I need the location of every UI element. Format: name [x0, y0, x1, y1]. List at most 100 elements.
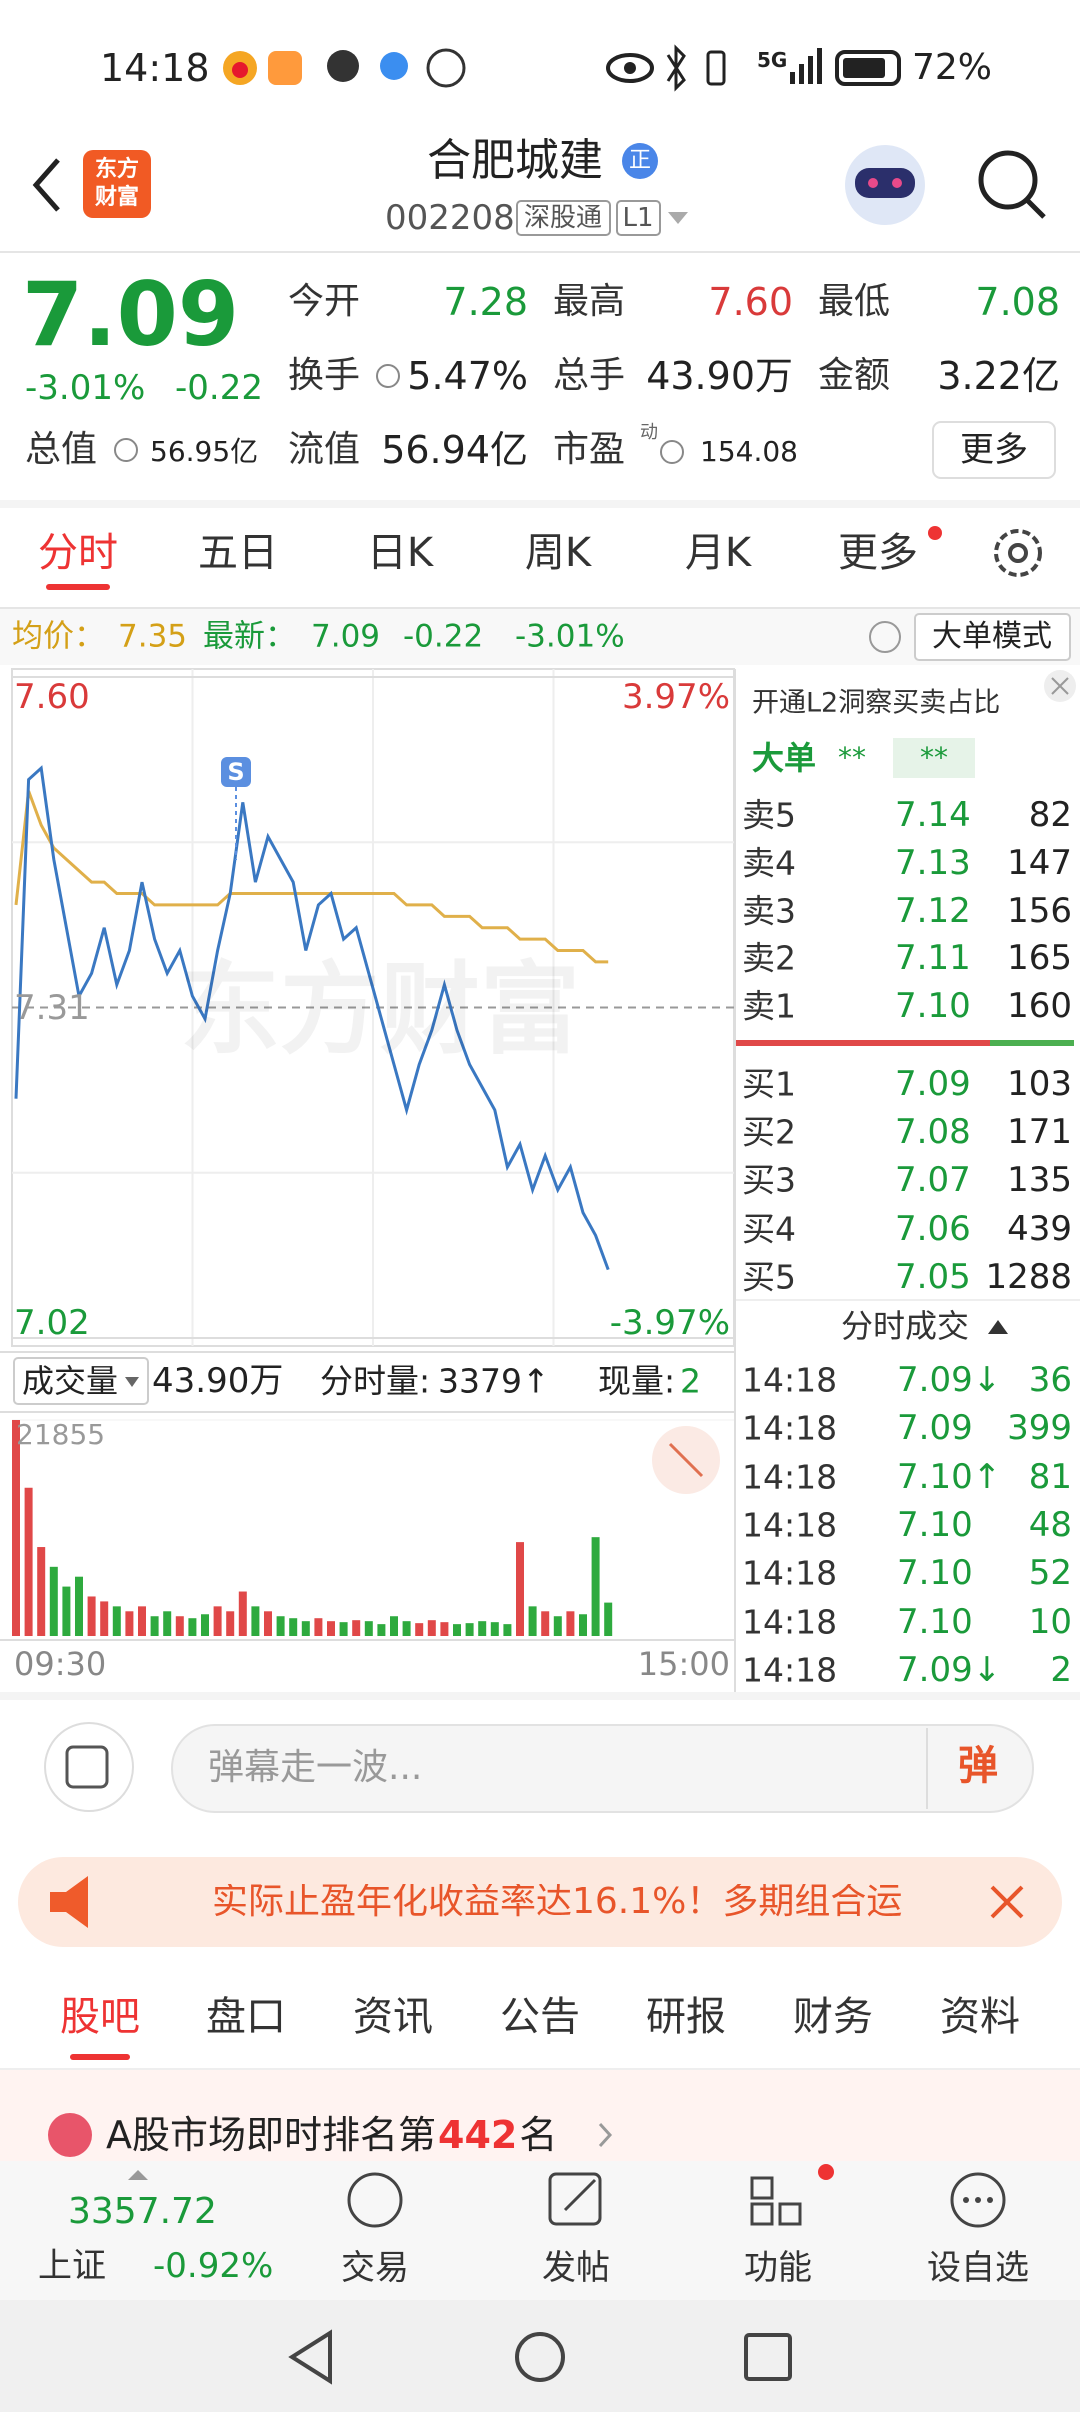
volume-bar	[251, 1606, 260, 1636]
tab-underline	[70, 2054, 130, 2060]
mode-button[interactable]: 大单模式	[932, 619, 1052, 654]
volume-bar	[24, 1487, 33, 1636]
trade-volume: 399	[1007, 1408, 1072, 1449]
tab[interactable]: 五日	[198, 530, 278, 576]
robot-icon[interactable]	[845, 145, 925, 225]
change: -0.22	[403, 618, 484, 655]
trade-time: 14:18	[742, 1602, 838, 1641]
ranking-icon	[48, 2113, 92, 2157]
section-tab[interactable]: 资讯	[353, 1994, 433, 2040]
settings-icon[interactable]	[994, 529, 1042, 577]
ranking-text[interactable]: A股市场即时排名第	[106, 2113, 436, 2157]
y-tick-label: 21855	[16, 1418, 106, 1451]
field-label: 今开	[288, 281, 361, 322]
banner-bg[interactable]	[18, 1857, 1062, 1947]
banner-text[interactable]: 实际止盈年化收益率达16.1%！多期组合运	[212, 1884, 903, 1920]
change-pct: -3.01%	[25, 368, 146, 408]
mode-button-bg[interactable]	[914, 613, 1071, 661]
info-icon[interactable]	[376, 364, 400, 388]
section-tab[interactable]: 盘口	[206, 1994, 286, 2040]
section-tab[interactable]: 股吧	[60, 1994, 140, 2040]
book-volume: 171	[1007, 1112, 1072, 1153]
change: -0.22	[175, 368, 263, 408]
logo-bg	[83, 150, 151, 218]
nav-item[interactable]: 发帖	[542, 2248, 610, 2288]
book-price: 7.13	[895, 842, 971, 883]
last: 7.09	[311, 618, 381, 655]
ranking-number: 442	[438, 2113, 518, 2157]
section-tab[interactable]: 研报	[646, 1994, 726, 2040]
comment-input[interactable]	[171, 1724, 1034, 1813]
dropdown-icon[interactable]	[125, 1377, 139, 1387]
book-price: 7.11	[895, 938, 971, 979]
network: 5G	[757, 48, 788, 72]
stock-name: 合肥城建	[427, 135, 603, 186]
post-icon[interactable]	[548, 2172, 602, 2226]
tab[interactable]: 月K	[684, 530, 752, 576]
chevron[interactable]	[598, 2122, 613, 2148]
volume-bar	[427, 1620, 436, 1636]
volume-bar	[112, 1606, 121, 1636]
section-tab[interactable]: 财务	[793, 1994, 873, 2040]
trade-time: 14:18	[742, 1650, 838, 1690]
comment-icon[interactable]	[44, 1722, 134, 1812]
sort-icon[interactable]	[988, 1320, 1008, 1334]
tab-underline	[46, 584, 110, 590]
banner-close[interactable]	[990, 1885, 1024, 1919]
book-label: 卖1	[742, 986, 796, 1026]
tab[interactable]: 更多	[838, 530, 918, 576]
help-icon[interactable]	[869, 621, 901, 653]
book-price: 7.09	[895, 1064, 971, 1104]
nav-back[interactable]	[288, 2329, 332, 2385]
book-label: 卖2	[742, 938, 796, 978]
volume-bar	[453, 1624, 461, 1636]
feature-icon[interactable]	[750, 2164, 834, 2226]
tab[interactable]: 日K	[366, 530, 434, 576]
volume-bar	[62, 1586, 71, 1636]
comment-placeholder[interactable]: 弹幕走一波...	[208, 1747, 423, 1788]
book-label: 买1	[742, 1064, 796, 1104]
battery: 72%	[912, 47, 993, 88]
expand-icon[interactable]	[652, 1426, 720, 1494]
promo[interactable]: 开通L2洞察买卖占比	[752, 687, 1001, 719]
volume-bar	[503, 1624, 512, 1636]
danmaku-button[interactable]: 弹	[958, 1743, 998, 1789]
y-tick-label: 7.60	[14, 677, 90, 717]
field-label: 总手	[553, 355, 626, 396]
volume-bar	[591, 1537, 600, 1636]
back-icon[interactable]	[32, 158, 60, 212]
nav-home[interactable]	[515, 2332, 565, 2382]
more-button[interactable]: 更多	[960, 430, 1028, 470]
volume-bar	[579, 1614, 587, 1636]
trade-price: 7.10	[897, 1553, 973, 1594]
trade-icon[interactable]	[347, 2172, 403, 2228]
status-icons	[223, 44, 901, 92]
volume-bar	[390, 1616, 398, 1636]
volume-selector[interactable]: 成交量	[22, 1362, 119, 1400]
trade-volume: 48	[1028, 1504, 1072, 1545]
nav-item[interactable]: 设自选	[927, 2248, 1029, 2288]
volume-bar	[226, 1611, 235, 1636]
field-value: 7.08	[975, 280, 1060, 324]
watchlist-icon[interactable]	[950, 2172, 1006, 2228]
tab[interactable]: 周K	[524, 530, 592, 576]
volume-bar	[188, 1618, 197, 1636]
nav-item[interactable]: 功能	[744, 2248, 812, 2288]
selector-box[interactable]	[13, 1357, 149, 1405]
dropdown-icon[interactable]	[668, 212, 688, 224]
info-icon[interactable]	[660, 440, 684, 464]
search-icon[interactable]	[978, 150, 1046, 219]
tag: L1	[622, 203, 654, 233]
section-tab[interactable]: 资料	[940, 1994, 1020, 2040]
system-nav-bg	[0, 2300, 1080, 2412]
tab[interactable]: 分时	[38, 530, 118, 576]
nav-item[interactable]: 交易	[341, 2248, 409, 2288]
volume-bar	[339, 1622, 348, 1636]
info-icon[interactable]	[114, 438, 138, 462]
section-tab[interactable]: 公告	[500, 1994, 580, 2040]
close-icon[interactable]	[1044, 670, 1076, 702]
nav-recent[interactable]	[744, 2333, 792, 2381]
more-button-bg[interactable]	[932, 421, 1056, 479]
tag-box	[616, 200, 661, 236]
trade-time: 14:18	[742, 1553, 838, 1593]
